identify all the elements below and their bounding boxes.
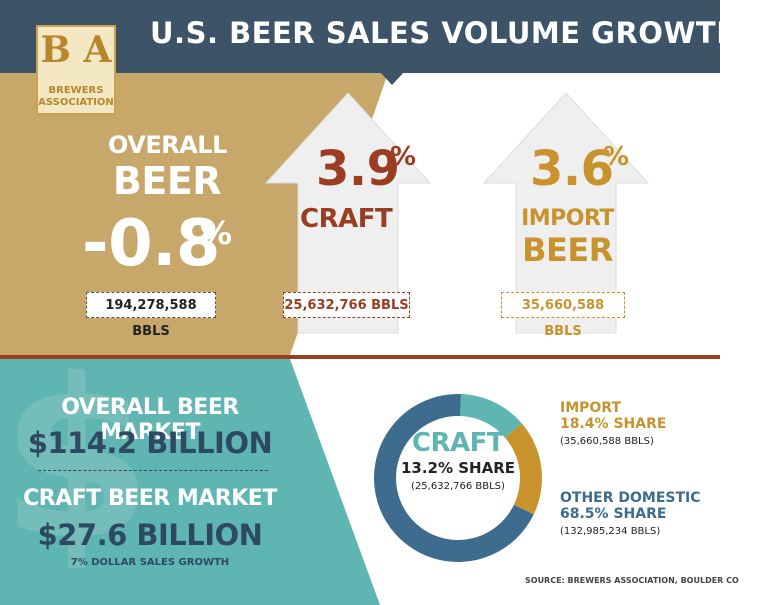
overall-market-value: $114.2 BILLION bbox=[27, 426, 273, 460]
overall-market-label: OVERALL BEER MARKET bbox=[61, 395, 239, 445]
import-arrow-icon bbox=[482, 92, 650, 334]
legend-domestic-name: OTHER DOMESTIC bbox=[560, 490, 701, 506]
craft-percent-sign: % bbox=[390, 142, 417, 172]
header-notch bbox=[380, 72, 404, 85]
brewers-association-logo: B A BREWERS ASSOCIATION bbox=[36, 25, 116, 115]
legend-import-bbls: (35,660,588 BBLS) bbox=[560, 436, 654, 448]
overall-label: OVERALL bbox=[108, 131, 227, 159]
header-bar bbox=[0, 0, 720, 73]
overall-percent-sign: % bbox=[200, 214, 233, 252]
donut-hole bbox=[396, 416, 520, 540]
logo-text: BREWERS ASSOCIATION bbox=[38, 85, 114, 109]
craft-share-value: 13.2% SHARE bbox=[400, 459, 516, 477]
craft-market-label: CRAFT BEER MARKET bbox=[23, 486, 277, 511]
import-bbls-badge: 35,660,588 BBLS bbox=[501, 292, 625, 339]
section-divider bbox=[0, 355, 720, 359]
source-note: SOURCE: BREWERS ASSOCIATION, BOULDER CO bbox=[525, 576, 739, 585]
logo-text-line2: ASSOCIATION bbox=[38, 97, 114, 108]
lower-background bbox=[0, 359, 720, 605]
logo-text-line1: BREWERS bbox=[48, 85, 104, 96]
logo-mark: B A bbox=[40, 29, 112, 71]
import-label: IMPORT bbox=[521, 206, 614, 231]
legend-domestic-share: 68.5% SHARE bbox=[560, 506, 667, 523]
share-donut-chart bbox=[374, 394, 542, 562]
import-beer-label: BEER bbox=[522, 231, 613, 269]
legend-import: IMPORT 18.4% SHARE (35,660,588 BBLS) bbox=[560, 400, 666, 447]
dollar-icon: $ bbox=[0, 332, 154, 588]
craft-label: CRAFT bbox=[300, 204, 393, 234]
legend-import-name: IMPORT bbox=[560, 400, 622, 416]
craft-market-note: 7% DOLLAR SALES GROWTH bbox=[70, 557, 230, 568]
legend-other-domestic: OTHER DOMESTIC 68.5% SHARE (132,985,234 … bbox=[560, 490, 701, 537]
donut-slice-import bbox=[505, 423, 542, 515]
legend-import-share: 18.4% SHARE bbox=[560, 416, 667, 433]
overall-bbls-badge: 194,278,588 BBLS bbox=[86, 292, 216, 339]
donut-center-label: CRAFT 13.2% SHARE (25,632,766 BBLS) bbox=[393, 430, 523, 492]
craft-growth-value: 3.9 bbox=[316, 141, 400, 197]
donut-slice-craft bbox=[460, 394, 522, 438]
page-title: U.S. BEER SALES VOLUME GROWTH 2018 bbox=[150, 16, 771, 50]
market-separator bbox=[38, 470, 268, 471]
legend-domestic-bbls: (132,985,234 BBLS) bbox=[560, 526, 661, 538]
import-growth-value: 3.6 bbox=[530, 141, 614, 197]
craft-arrow-icon bbox=[264, 92, 432, 334]
craft-share-bbls: (25,632,766 BBLS) bbox=[411, 481, 505, 492]
import-percent-sign: % bbox=[603, 142, 630, 172]
craft-market-value: $27.6 BILLION bbox=[37, 518, 263, 552]
craft-bbls-badge: 25,632,766 BBLS bbox=[283, 292, 410, 318]
craft-share-word: CRAFT bbox=[411, 428, 505, 458]
overall-beer-label: BEER bbox=[112, 159, 222, 203]
overall-growth-value: -0.8 bbox=[82, 207, 220, 281]
